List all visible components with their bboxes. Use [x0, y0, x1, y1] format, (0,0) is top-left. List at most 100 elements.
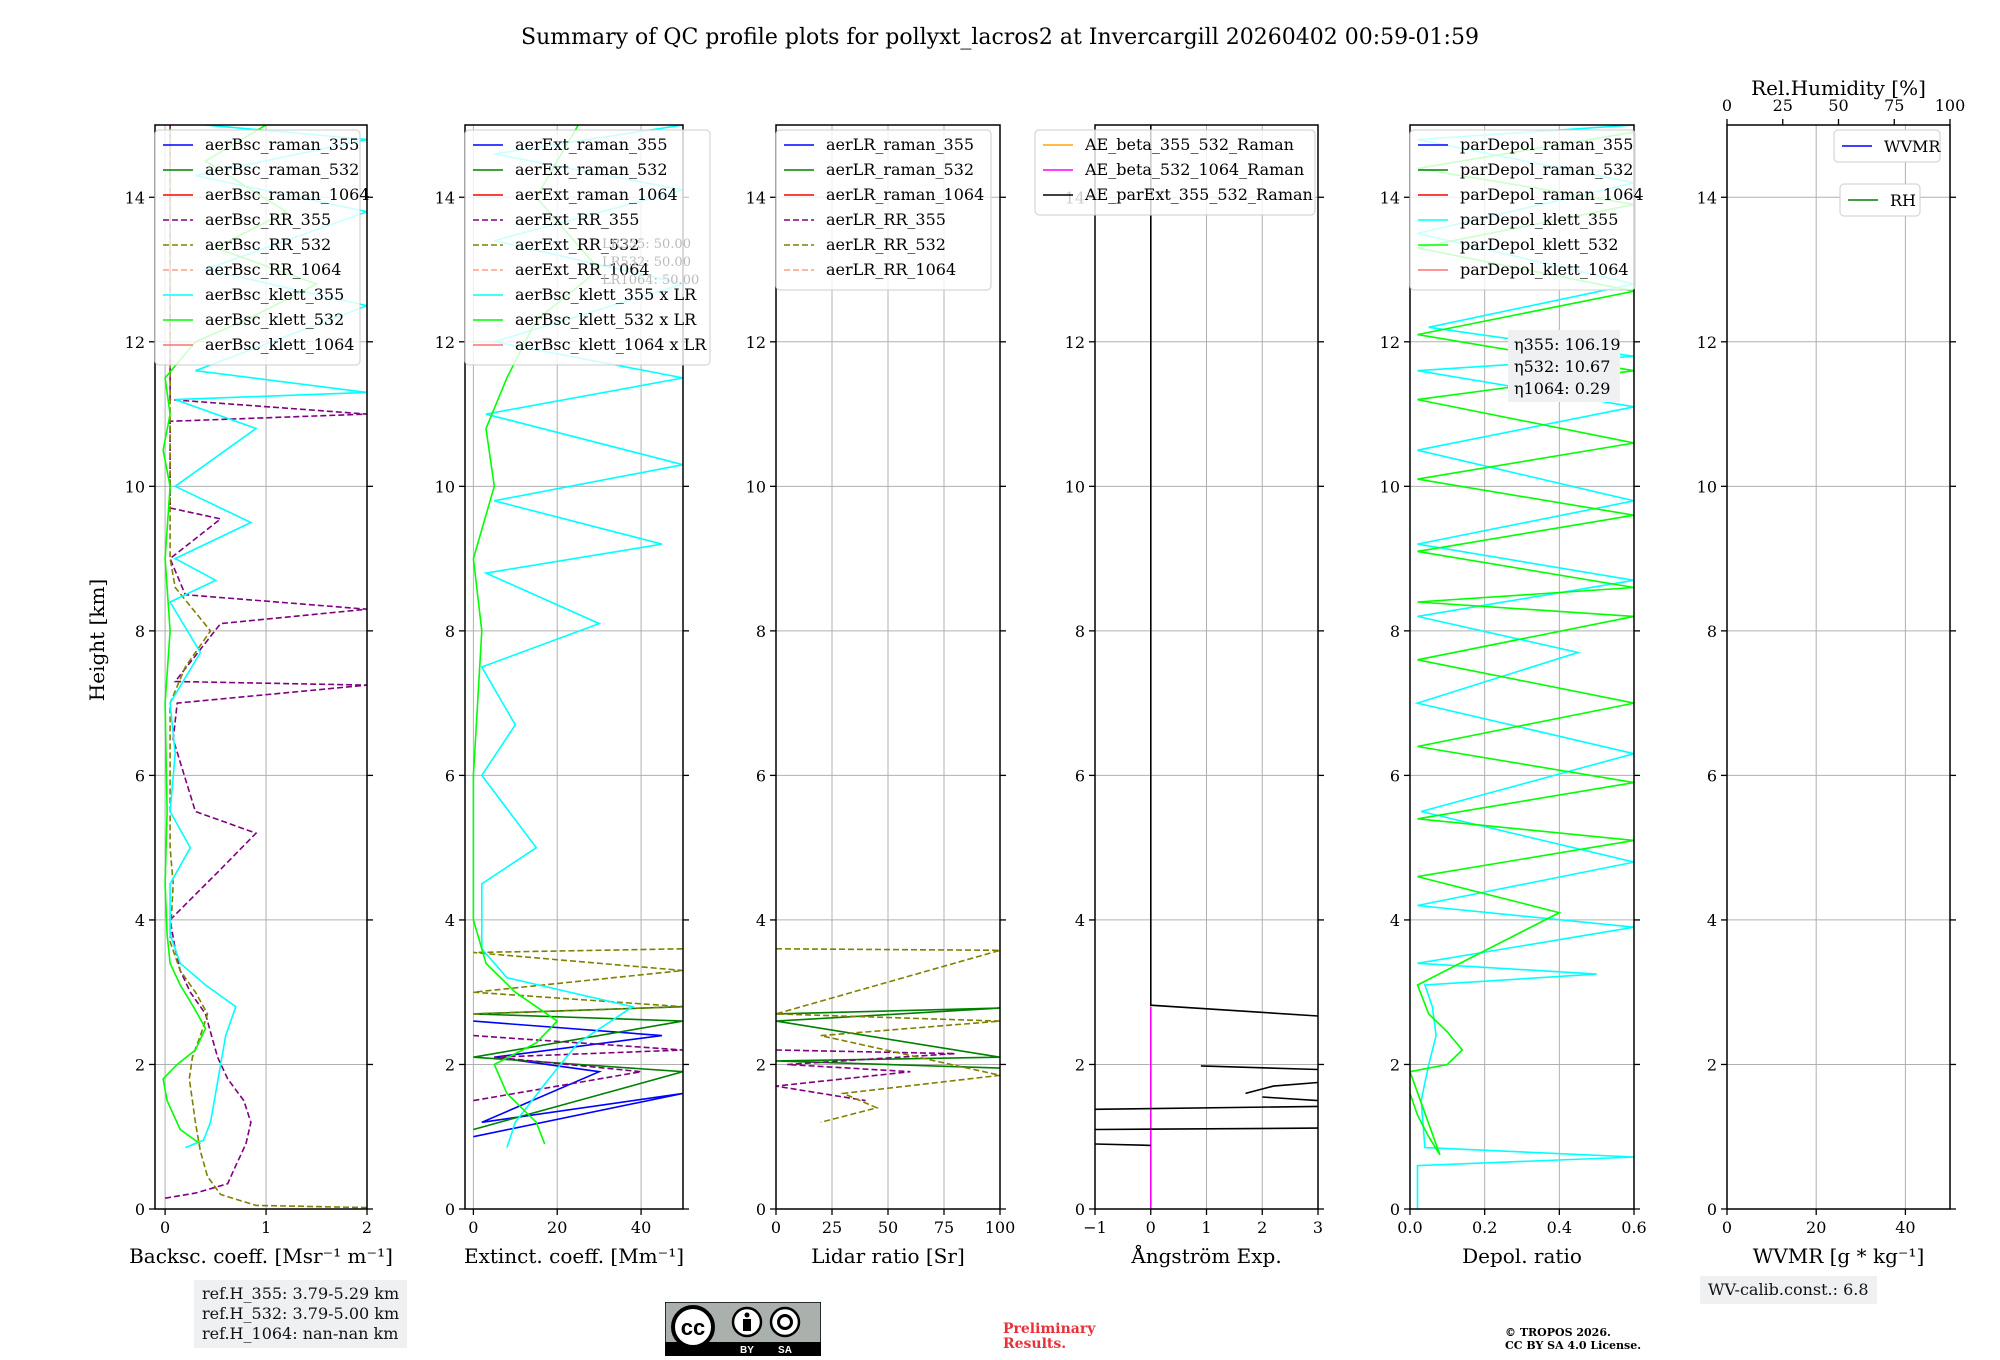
top-tick-label: 25	[1773, 96, 1793, 115]
x-tick-label: 0	[1146, 1218, 1156, 1237]
sa-text: SA	[778, 1345, 792, 1356]
legend-entry: aerBsc_RR_355	[205, 210, 331, 229]
axes-frame	[154, 124, 368, 1210]
series-line	[473, 1020, 683, 1138]
legend-entry: parDepol_klett_532	[1460, 235, 1618, 254]
y-tick-label: 12	[1380, 333, 1400, 352]
series-line	[168, 125, 367, 1149]
legend-entry: aerBsc_raman_355	[205, 135, 359, 154]
x-tick-label: 40	[1895, 1218, 1915, 1237]
x-tick-label: 1	[1201, 1218, 1211, 1237]
legend-entry: aerExt_raman_355	[515, 135, 668, 154]
legend-entry: aerBsc_raman_532	[205, 160, 359, 179]
legend-box	[1034, 129, 1316, 216]
copyright-line-1: © TROPOS 2026.	[1505, 1326, 1611, 1339]
top-tick-label: 100	[1935, 96, 1966, 115]
legend-entry: parDepol_raman_355	[1460, 135, 1633, 154]
y-tick-label: 4	[135, 911, 145, 930]
legend-entry: AE_beta_355_532_Raman	[1084, 135, 1294, 154]
legend-entry: aerLR_raman_355	[826, 135, 974, 154]
y-tick-label: 8	[1707, 622, 1717, 641]
y-tick-label: 6	[1075, 766, 1085, 785]
legend-entry: parDepol_klett_355	[1460, 210, 1618, 229]
legend-entry: aerLR_raman_532	[826, 160, 974, 179]
legend-entry: RH	[1890, 191, 1916, 210]
y-tick-label: 14	[1697, 188, 1717, 207]
y-tick-label: 14	[125, 188, 145, 207]
y-tick-label: 2	[1707, 1055, 1717, 1074]
series-line	[1095, 1143, 1151, 1147]
legend-entry: aerBsc_klett_1064 x LR	[515, 335, 707, 354]
y-tick-label: 10	[1380, 477, 1400, 496]
y-tick-label: 10	[125, 477, 145, 496]
y-tick-label: 6	[1390, 766, 1400, 785]
ref-heights-box: ref.H_355: 3.79-5.29 km ref.H_532: 3.79-…	[194, 1280, 408, 1348]
legend-entry: aerLR_RR_355	[826, 210, 946, 229]
x-axis-label: Ångström Exp.	[1130, 1243, 1281, 1268]
legend-entry: aerBsc_klett_355	[205, 285, 344, 304]
legend-entry: aerBsc_raman_1064	[205, 185, 370, 204]
y-tick-label: 8	[135, 622, 145, 641]
y-tick-label: 4	[445, 911, 455, 930]
x-tick-label: 20	[547, 1218, 567, 1237]
series-line	[473, 948, 683, 1015]
y-tick-label: 10	[746, 477, 766, 496]
series-line	[1200, 1065, 1318, 1071]
y-tick-label: 8	[445, 622, 455, 641]
legend-entry: aerBsc_RR_532	[205, 235, 331, 254]
legend-entry: aerExt_RR_355	[515, 210, 639, 229]
x-axis-label: Lidar ratio [Sr]	[811, 1244, 965, 1268]
panel-5: 0 2 4 6 8 10 12 14 0.0 0.2 0.4 0.6 Depol. ratio parDe…	[1380, 124, 1647, 1268]
y-tick-label: 12	[1697, 333, 1717, 352]
legend-box	[775, 129, 992, 291]
series-line	[1095, 1127, 1318, 1131]
legend-entry: aerBsc_klett_355 x LR	[515, 285, 697, 304]
series-line	[776, 948, 1000, 1124]
eta-box	[1508, 330, 1620, 402]
panel-6: 0 2 4 6 8 10 12 14 0 20 40 WVMR [g * kg⁻¹] 0 25 50 75 10…	[1697, 76, 1966, 1268]
x-tick-label: 0.0	[1397, 1218, 1422, 1237]
legend-entry: AE_parExt_355_532_Raman	[1084, 185, 1313, 204]
y-tick-label: 0	[135, 1200, 145, 1219]
top-tick-label: 50	[1828, 96, 1848, 115]
lr-label: LR532: 50.00	[602, 255, 691, 270]
copyright-line-2: CC BY SA 4.0 License.	[1505, 1339, 1642, 1352]
legend-entry: parDepol_raman_532	[1460, 160, 1633, 179]
legend-entry: aerLR_raman_1064	[826, 185, 984, 204]
panel-2: 0 2 4 6 8 10 12 14 0 20 40 Extinct. coeff. [Mm⁻¹] ae…	[435, 124, 711, 1268]
x-tick-label: 100	[985, 1218, 1016, 1237]
series-line	[1095, 1105, 1318, 1111]
x-tick-label: 0	[1722, 1218, 1732, 1237]
x-tick-label: 0.6	[1621, 1218, 1646, 1237]
x-axis-label: Extinct. coeff. [Mm⁻¹]	[464, 1244, 684, 1268]
series-line	[776, 1049, 956, 1102]
series-line	[1262, 1096, 1318, 1102]
x-tick-label: 0	[160, 1218, 170, 1237]
y-tick-label: 14	[746, 188, 766, 207]
series-line	[1150, 125, 1318, 1017]
cc-license-badge: cc BY SA	[665, 1302, 821, 1356]
sa-icon	[769, 1306, 801, 1338]
legend-box	[464, 129, 711, 366]
y-tick-label: 4	[1075, 911, 1085, 930]
lr-label: LR1064: 50.00	[602, 273, 699, 288]
top-tick-label: 0	[1722, 96, 1732, 115]
y-tick-label: 2	[445, 1055, 455, 1074]
legend-entry: aerLR_RR_532	[826, 235, 946, 254]
y-tick-label: 6	[135, 766, 145, 785]
y-tick-label: 8	[1390, 622, 1400, 641]
eta-label: η532: 10.67	[1514, 357, 1610, 376]
top-tick-label: 75	[1884, 96, 1904, 115]
x-tick-label: 0.2	[1472, 1218, 1497, 1237]
panel-3: 0 2 4 6 8 10 12 14 0 25 50 75 100 Lidar ratio [Sr] aer…	[746, 124, 1016, 1268]
wv-calib-box: WV-calib.const.: 6.8	[1700, 1276, 1877, 1304]
x-tick-label: 25	[822, 1218, 842, 1237]
y-tick-label: 0	[756, 1200, 766, 1219]
legend-entry: parDepol_klett_1064	[1460, 260, 1629, 279]
y-tick-label: 12	[746, 333, 766, 352]
legend-box-rh	[1839, 183, 1921, 217]
copyright-note: © TROPOS 2026. CC BY SA 4.0 License.	[1505, 1326, 1641, 1352]
eta-label: η355: 106.19	[1514, 335, 1621, 354]
x-tick-label: 20	[1806, 1218, 1826, 1237]
